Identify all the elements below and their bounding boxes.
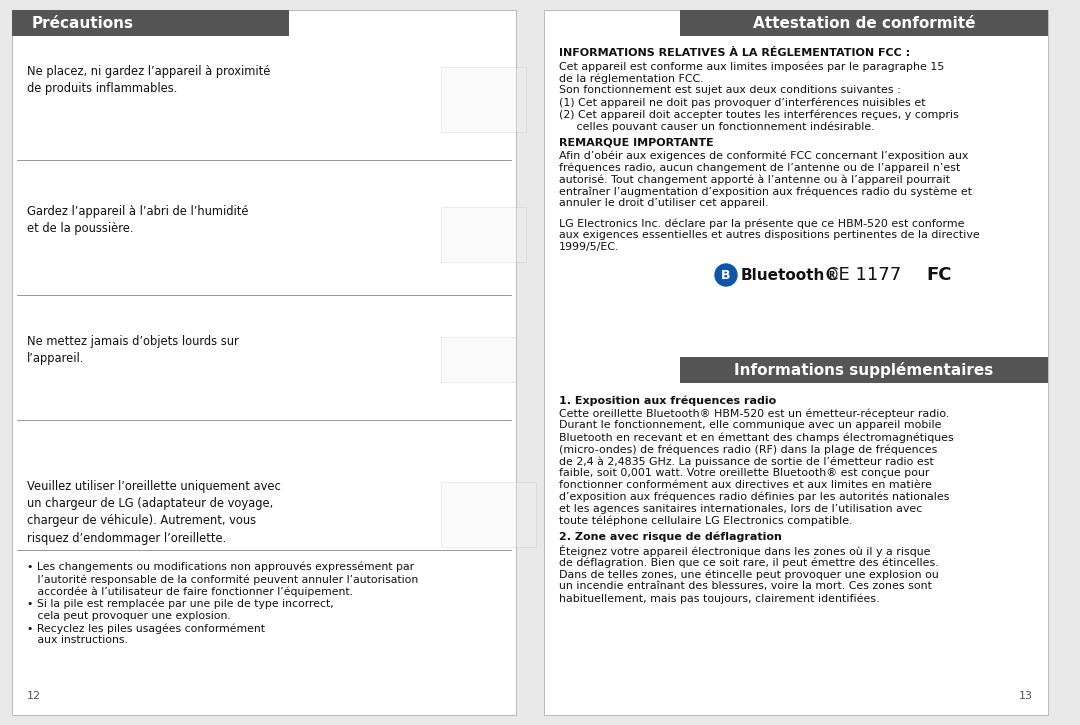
- Circle shape: [715, 264, 737, 286]
- Bar: [12, 10, 289, 36]
- Text: entraîner l’augmentation d’exposition aux fréquences radio du système et: entraîner l’augmentation d’exposition au…: [559, 186, 972, 196]
- Text: (2) Cet appareil doit accepter toutes les interférences reçues, y compris: (2) Cet appareil doit accepter toutes le…: [559, 109, 959, 120]
- Text: Dans de telles zones, une étincelle peut provoquer une explosion ou: Dans de telles zones, une étincelle peut…: [559, 569, 939, 579]
- Text: Bluetooth®: Bluetooth®: [741, 268, 840, 283]
- Text: • Recyclez les piles usagées conformément: • Recyclez les piles usagées conformémen…: [27, 623, 265, 634]
- Text: Ne placez, ni gardez l’appareil à proximité
de produits inflammables.: Ne placez, ni gardez l’appareil à proxim…: [27, 65, 270, 95]
- Text: • Les changements ou modifications non approuvés expressément par: • Les changements ou modifications non a…: [27, 562, 414, 573]
- Text: celles pouvant causer un fonctionnement indésirable.: celles pouvant causer un fonctionnement …: [559, 121, 875, 131]
- Text: Cet appareil est conforme aux limites imposées par le paragraphe 15: Cet appareil est conforme aux limites im…: [559, 61, 944, 72]
- Text: d’exposition aux fréquences radio définies par les autorités nationales: d’exposition aux fréquences radio défini…: [559, 492, 949, 502]
- Text: (micro-ondes) de fréquences radio (RF) dans la plage de fréquences: (micro-ondes) de fréquences radio (RF) d…: [559, 444, 937, 455]
- Text: 1. Exposition aux fréquences radio: 1. Exposition aux fréquences radio: [559, 395, 777, 405]
- Text: habituellement, mais pas toujours, clairement identifiées.: habituellement, mais pas toujours, clair…: [559, 593, 879, 603]
- Text: FC: FC: [926, 266, 951, 284]
- Text: 13: 13: [1020, 691, 1032, 701]
- Text: Éteignez votre appareil électronique dans les zones où il y a risque: Éteignez votre appareil électronique dan…: [559, 545, 931, 557]
- Text: Son fonctionnement est sujet aux deux conditions suivantes :: Son fonctionnement est sujet aux deux co…: [559, 85, 901, 95]
- Text: CE 1177: CE 1177: [826, 266, 901, 284]
- Text: autorisé. Tout changement apporté à l’antenne ou à l’appareil pourrait: autorisé. Tout changement apporté à l’an…: [559, 174, 950, 184]
- Text: Précautions: Précautions: [32, 15, 134, 30]
- Text: aux exigences essentielles et autres dispositions pertinentes de la directive: aux exigences essentielles et autres dis…: [559, 230, 980, 240]
- Text: de déflagration. Bien que ce soit rare, il peut émettre des étincelles.: de déflagration. Bien que ce soit rare, …: [559, 557, 939, 568]
- Text: Informations supplémentaires: Informations supplémentaires: [734, 362, 994, 378]
- Text: Attestation de conformité: Attestation de conformité: [753, 15, 975, 30]
- Text: Cette oreillette Bluetooth® HBM-520 est un émetteur-récepteur radio.: Cette oreillette Bluetooth® HBM-520 est …: [559, 408, 949, 418]
- Bar: [680, 10, 1048, 36]
- Text: annuler le droit d’utiliser cet appareil.: annuler le droit d’utiliser cet appareil…: [559, 198, 769, 208]
- Bar: [441, 337, 516, 382]
- Text: Ne mettez jamais d’objets lourds sur
l’appareil.: Ne mettez jamais d’objets lourds sur l’a…: [27, 335, 239, 365]
- Bar: [441, 67, 526, 132]
- Text: de la réglementation FCC.: de la réglementation FCC.: [559, 73, 703, 83]
- Text: faible, soit 0,001 watt. Votre oreillette Bluetooth® est conçue pour: faible, soit 0,001 watt. Votre oreillett…: [559, 468, 930, 478]
- Bar: [544, 10, 1048, 715]
- Text: 12: 12: [27, 691, 41, 701]
- Text: INFORMATIONS RELATIVES À LA RÉGLEMENTATION FCC :: INFORMATIONS RELATIVES À LA RÉGLEMENTATI…: [559, 48, 910, 58]
- Text: Veuillez utiliser l’oreillette uniquement avec
un chargeur de LG (adaptateur de : Veuillez utiliser l’oreillette uniquemen…: [27, 480, 281, 544]
- Text: l’autorité responsable de la conformité peuvent annuler l’autorisation: l’autorité responsable de la conformité …: [27, 574, 418, 584]
- Bar: [441, 207, 526, 262]
- Text: accordée à l’utilisateur de faire fonctionner l’équipement.: accordée à l’utilisateur de faire foncti…: [27, 587, 353, 597]
- Bar: [12, 10, 516, 715]
- Text: toute téléphone cellulaire LG Electronics compatible.: toute téléphone cellulaire LG Electronic…: [559, 516, 852, 526]
- Text: 1999/5/EC.: 1999/5/EC.: [559, 242, 619, 252]
- Text: LG Electronics Inc. déclare par la présente que ce HBM-520 est conforme: LG Electronics Inc. déclare par la prése…: [559, 218, 964, 228]
- Text: (1) Cet appareil ne doit pas provoquer d’interférences nuisibles et: (1) Cet appareil ne doit pas provoquer d…: [559, 97, 926, 107]
- Text: B: B: [721, 268, 731, 281]
- Text: Durant le fonctionnement, elle communique avec un appareil mobile: Durant le fonctionnement, elle communiqu…: [559, 420, 942, 430]
- Text: 2. Zone avec risque de déflagration: 2. Zone avec risque de déflagration: [559, 532, 782, 542]
- Text: cela peut provoquer une explosion.: cela peut provoquer une explosion.: [27, 610, 231, 621]
- Text: de 2,4 à 2,4835 GHz. La puissance de sortie de l’émetteur radio est: de 2,4 à 2,4835 GHz. La puissance de sor…: [559, 456, 934, 466]
- Text: et les agences sanitaires internationales, lors de l’utilisation avec: et les agences sanitaires internationale…: [559, 504, 922, 514]
- Text: REMARQUE IMPORTANTE: REMARQUE IMPORTANTE: [559, 137, 714, 147]
- Text: Afin d’obéir aux exigences de conformité FCC concernant l’exposition aux: Afin d’obéir aux exigences de conformité…: [559, 150, 969, 160]
- Text: un incendie entraînant des blessures, voire la mort. Ces zones sont: un incendie entraînant des blessures, vo…: [559, 581, 932, 591]
- Bar: [680, 357, 1048, 383]
- Text: • Si la pile est remplacée par une pile de type incorrect,: • Si la pile est remplacée par une pile …: [27, 599, 334, 609]
- Text: aux instructions.: aux instructions.: [27, 635, 127, 645]
- Text: fréquences radio, aucun changement de l’antenne ou de l’appareil n’est: fréquences radio, aucun changement de l’…: [559, 162, 960, 173]
- Text: Bluetooth en recevant et en émettant des champs électromagnétiques: Bluetooth en recevant et en émettant des…: [559, 432, 954, 442]
- Text: fonctionner conformément aux directives et aux limites en matière: fonctionner conformément aux directives …: [559, 480, 932, 490]
- Text: Gardez l’appareil à l’abri de l’humidité
et de la poussière.: Gardez l’appareil à l’abri de l’humidité…: [27, 205, 248, 235]
- Bar: [441, 482, 536, 547]
